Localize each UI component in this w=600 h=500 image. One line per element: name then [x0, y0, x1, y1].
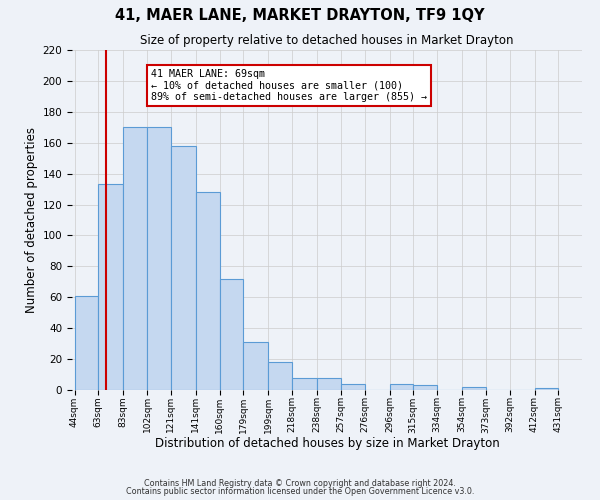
Bar: [268, 362, 292, 390]
Bar: [123, 128, 147, 390]
Bar: [341, 384, 365, 390]
Bar: [74, 296, 98, 390]
Bar: [243, 342, 268, 390]
Bar: [171, 146, 196, 390]
Bar: [292, 378, 317, 390]
Bar: [535, 388, 558, 390]
Bar: [196, 192, 220, 390]
Bar: [462, 387, 486, 390]
Bar: [317, 378, 341, 390]
Text: Contains HM Land Registry data © Crown copyright and database right 2024.: Contains HM Land Registry data © Crown c…: [144, 479, 456, 488]
X-axis label: Distribution of detached houses by size in Market Drayton: Distribution of detached houses by size …: [155, 437, 499, 450]
Bar: [220, 278, 243, 390]
Text: 41, MAER LANE, MARKET DRAYTON, TF9 1QY: 41, MAER LANE, MARKET DRAYTON, TF9 1QY: [115, 8, 485, 22]
Title: Size of property relative to detached houses in Market Drayton: Size of property relative to detached ho…: [140, 34, 514, 48]
Y-axis label: Number of detached properties: Number of detached properties: [25, 127, 38, 313]
Text: Contains public sector information licensed under the Open Government Licence v3: Contains public sector information licen…: [126, 487, 474, 496]
Bar: [98, 184, 123, 390]
Text: 41 MAER LANE: 69sqm
← 10% of detached houses are smaller (100)
89% of semi-detac: 41 MAER LANE: 69sqm ← 10% of detached ho…: [151, 68, 427, 102]
Bar: [147, 128, 171, 390]
Bar: [389, 384, 413, 390]
Bar: [413, 386, 437, 390]
